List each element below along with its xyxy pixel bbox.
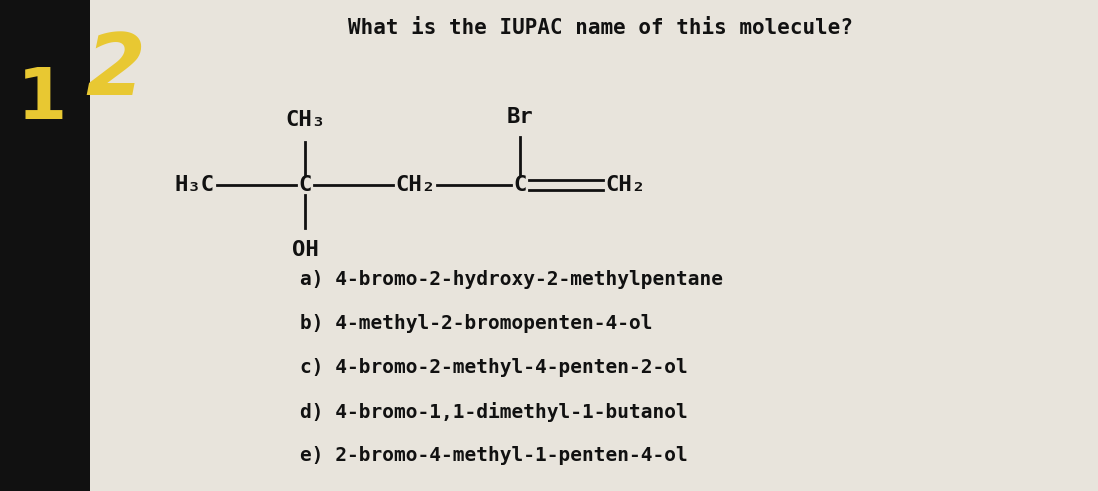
Text: CH₃: CH₃	[285, 110, 325, 130]
Text: OH: OH	[292, 240, 318, 260]
Text: H₃C: H₃C	[175, 175, 215, 195]
Text: C: C	[299, 175, 312, 195]
Text: 2: 2	[85, 30, 145, 113]
Text: c) 4-bromo-2-methyl-4-penten-2-ol: c) 4-bromo-2-methyl-4-penten-2-ol	[300, 358, 687, 377]
Text: 1: 1	[16, 65, 67, 134]
Text: e) 2-bromo-4-methyl-1-penten-4-ol: e) 2-bromo-4-methyl-1-penten-4-ol	[300, 446, 687, 465]
Text: What is the IUPAC name of this molecule?: What is the IUPAC name of this molecule?	[347, 18, 852, 38]
Text: CH₂: CH₂	[605, 175, 645, 195]
Bar	[0, 0, 90, 491]
Text: Br: Br	[506, 107, 534, 127]
Text: d) 4-bromo-1,1-dimethyl-1-butanol: d) 4-bromo-1,1-dimethyl-1-butanol	[300, 402, 687, 422]
Text: CH₂: CH₂	[395, 175, 435, 195]
Text: C: C	[513, 175, 527, 195]
Text: a) 4-bromo-2-hydroxy-2-methylpentane: a) 4-bromo-2-hydroxy-2-methylpentane	[300, 270, 722, 289]
Text: b) 4-methyl-2-bromopenten-4-ol: b) 4-methyl-2-bromopenten-4-ol	[300, 314, 652, 333]
